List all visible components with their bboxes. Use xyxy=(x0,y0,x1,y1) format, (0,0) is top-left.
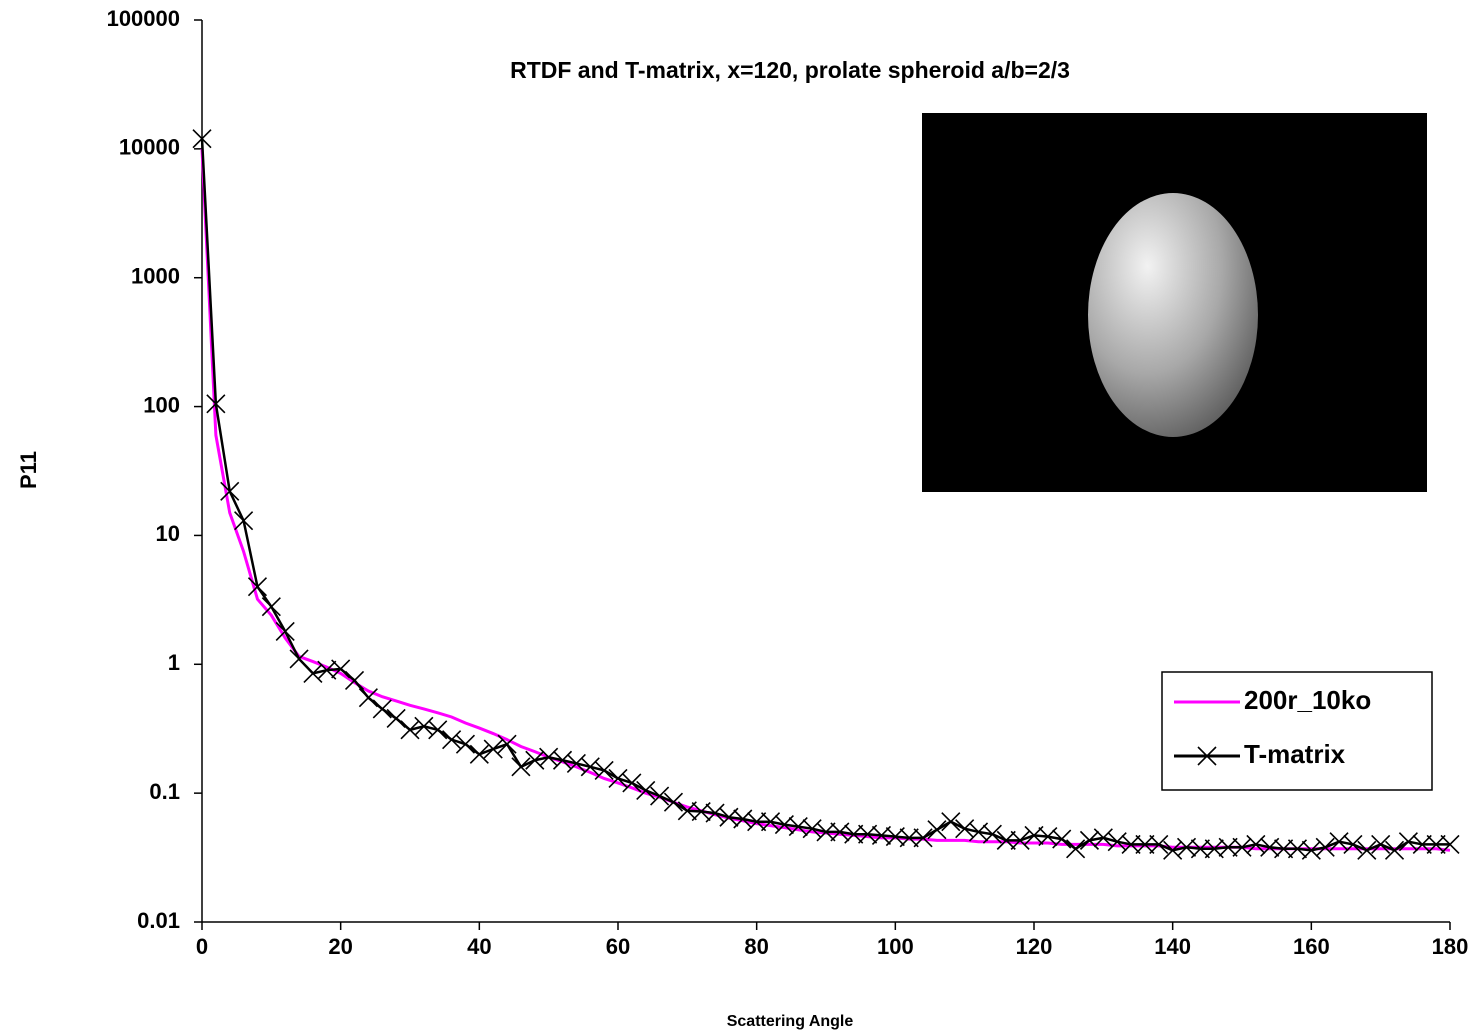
marker xyxy=(650,786,670,806)
marker xyxy=(1190,839,1210,859)
marker xyxy=(414,716,434,736)
marker xyxy=(1301,840,1321,860)
y-tick-label: 10 xyxy=(156,521,180,546)
marker xyxy=(192,129,212,149)
marker xyxy=(636,780,656,800)
marker xyxy=(747,812,767,832)
marker xyxy=(941,812,961,832)
x-tick-label: 0 xyxy=(196,934,208,959)
marker xyxy=(844,824,864,844)
y-tick-label: 0.1 xyxy=(149,779,180,804)
marker xyxy=(996,830,1016,850)
marker xyxy=(442,730,462,750)
y-tick-label: 100000 xyxy=(107,6,180,31)
marker xyxy=(1384,840,1405,860)
marker xyxy=(220,481,240,501)
marker xyxy=(1218,837,1238,857)
marker xyxy=(1357,840,1377,860)
marker xyxy=(1135,834,1155,854)
marker xyxy=(1010,830,1030,850)
y-tick-label: 1000 xyxy=(131,264,180,289)
marker xyxy=(594,760,614,781)
y-tick-label: 0.01 xyxy=(137,908,180,933)
marker xyxy=(899,828,919,848)
marker xyxy=(1197,746,1217,766)
marker xyxy=(247,577,268,597)
legend-box xyxy=(1161,671,1433,791)
marker xyxy=(1163,840,1183,860)
marker xyxy=(705,803,725,823)
marker xyxy=(469,744,489,764)
marker xyxy=(455,734,476,754)
marker xyxy=(580,757,600,777)
marker xyxy=(1440,834,1460,854)
marker xyxy=(275,621,295,641)
marker xyxy=(1426,834,1446,854)
marker xyxy=(1121,834,1141,854)
marker xyxy=(802,819,822,839)
x-tick-label: 120 xyxy=(1016,934,1053,959)
marker xyxy=(566,753,586,774)
marker xyxy=(358,688,378,708)
marker xyxy=(982,824,1002,844)
y-tick-label: 100 xyxy=(143,392,180,417)
marker xyxy=(1246,834,1266,854)
x-axis-label: Scattering Angle xyxy=(727,1013,854,1030)
marker xyxy=(1274,839,1294,859)
marker xyxy=(261,597,281,617)
legend-label: 200r_10ko xyxy=(1244,685,1371,715)
marker xyxy=(552,750,573,770)
x-tick-label: 20 xyxy=(328,934,352,959)
x-tick-label: 160 xyxy=(1293,934,1330,959)
marker xyxy=(1052,829,1072,849)
marker xyxy=(1149,834,1169,854)
x-tick-label: 180 xyxy=(1432,934,1469,959)
x-tick-label: 140 xyxy=(1154,934,1191,959)
marker xyxy=(1066,839,1086,859)
x-tick-label: 100 xyxy=(877,934,914,959)
y-axis-label: P11 xyxy=(16,451,41,489)
marker xyxy=(428,720,448,740)
marker xyxy=(955,819,975,839)
marker xyxy=(344,670,365,690)
marker xyxy=(1093,828,1113,848)
x-tick-label: 40 xyxy=(467,934,491,959)
marker xyxy=(913,828,933,848)
spheroid xyxy=(1088,193,1258,437)
chart-title: RTDF and T-matrix, x=120, prolate sphero… xyxy=(510,57,1070,83)
marker xyxy=(663,792,684,812)
marker xyxy=(539,747,559,767)
marker xyxy=(386,708,406,728)
legend-label: T-matrix xyxy=(1244,739,1346,769)
marker xyxy=(303,663,323,683)
marker xyxy=(206,394,226,414)
y-tick-label: 1 xyxy=(168,650,180,675)
marker xyxy=(511,757,531,777)
marker xyxy=(234,511,254,531)
marker xyxy=(608,768,628,789)
marker xyxy=(331,659,351,679)
x-tick-label: 80 xyxy=(744,934,768,959)
y-tick-label: 10000 xyxy=(119,135,180,160)
marker xyxy=(497,734,517,754)
marker xyxy=(525,750,545,770)
marker xyxy=(816,822,836,842)
marker xyxy=(372,699,392,719)
x-tick-label: 60 xyxy=(606,934,630,959)
marker xyxy=(483,739,503,759)
marker xyxy=(1371,834,1391,854)
marker xyxy=(1412,834,1432,854)
marker xyxy=(400,720,420,740)
marker xyxy=(1315,837,1335,857)
marker xyxy=(622,773,642,793)
marker xyxy=(1343,834,1363,854)
marker xyxy=(927,820,947,840)
